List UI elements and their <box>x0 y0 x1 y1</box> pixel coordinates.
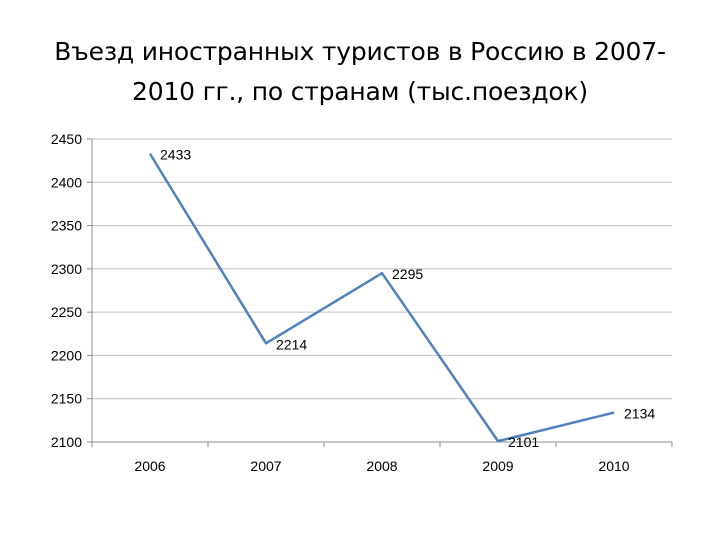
x-tick-label: 2006 <box>134 458 165 474</box>
chart-title: Въезд иностранных туристов в Россию в 20… <box>20 32 700 112</box>
x-tick-label: 2010 <box>598 458 629 474</box>
y-tick-labels: 2100 2150 2200 2250 2300 2350 2400 2450 <box>51 131 82 450</box>
axes <box>87 138 673 447</box>
y-tick-label: 2300 <box>51 261 82 277</box>
data-label: 2214 <box>276 336 307 352</box>
chart-title-line-1: Въезд иностранных туристов в Россию в 20… <box>54 37 666 66</box>
y-tick-label: 2200 <box>51 347 82 363</box>
data-label: 2101 <box>508 434 539 450</box>
data-label: 2134 <box>624 406 655 422</box>
data-label: 2433 <box>160 147 191 163</box>
x-tick-labels: 2006 2007 2008 2009 2010 <box>134 458 629 474</box>
y-tick-label: 2400 <box>51 174 82 190</box>
x-tick-label: 2008 <box>366 458 397 474</box>
y-tick-label: 2450 <box>51 131 82 147</box>
chart-title-line-2: 2010 гг., по странам (тыс.поездок) <box>132 77 588 106</box>
y-tick-label: 2250 <box>51 304 82 320</box>
data-label: 2295 <box>392 266 423 282</box>
series <box>148 153 615 443</box>
gridlines <box>92 138 672 400</box>
data-labels: 2433 2214 2295 2101 2134 <box>160 147 655 450</box>
x-tick-label: 2009 <box>482 458 513 474</box>
y-tick-label: 2350 <box>51 218 82 234</box>
series-line <box>148 153 615 443</box>
y-tick-label: 2150 <box>51 391 82 407</box>
x-tick-label: 2007 <box>250 458 281 474</box>
y-tick-label: 2100 <box>51 434 82 450</box>
